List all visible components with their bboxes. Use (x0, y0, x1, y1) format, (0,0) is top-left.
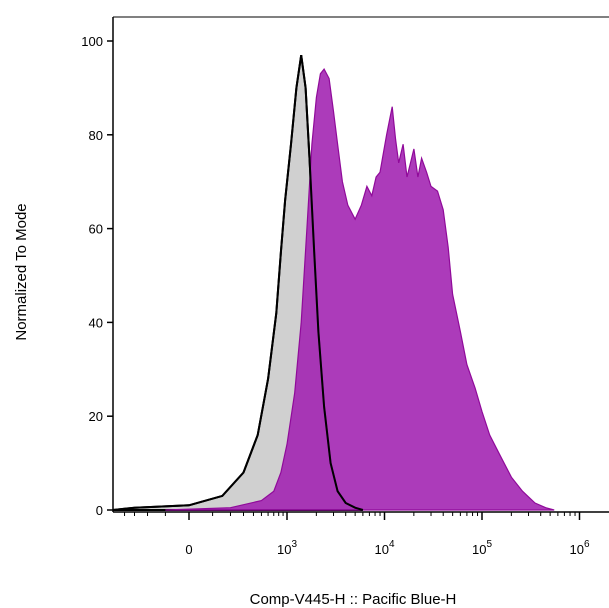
y-tick-label: 20 (89, 409, 103, 424)
x-tick-exponent: 5 (486, 539, 492, 550)
y-axis-title: Normalized To Mode (13, 203, 30, 340)
x-tick-label: 104 (374, 539, 394, 557)
x-tick-label: 105 (472, 539, 492, 557)
series-1-area (165, 68, 555, 511)
y-tick-label: 0 (96, 503, 103, 518)
x-tick-exponent: 4 (389, 539, 395, 550)
y-tick-label: 60 (89, 222, 103, 237)
y-tick-label: 40 (89, 315, 103, 330)
x-tick-label: 103 (277, 539, 297, 557)
series-0-outline (112, 54, 364, 511)
y-tick-label: 80 (89, 128, 103, 143)
axes-layer (107, 16, 609, 520)
x-tick-exponent: 6 (584, 539, 590, 550)
x-axis-title: Comp-V445-H :: Pacific Blue-H (250, 591, 457, 608)
x-tick-exponent: 3 (291, 539, 297, 550)
y-tick-label: 100 (81, 34, 103, 49)
x-tick-label: 106 (569, 539, 589, 557)
series-layer (112, 54, 555, 511)
x-tick-label: 0 (185, 542, 192, 557)
